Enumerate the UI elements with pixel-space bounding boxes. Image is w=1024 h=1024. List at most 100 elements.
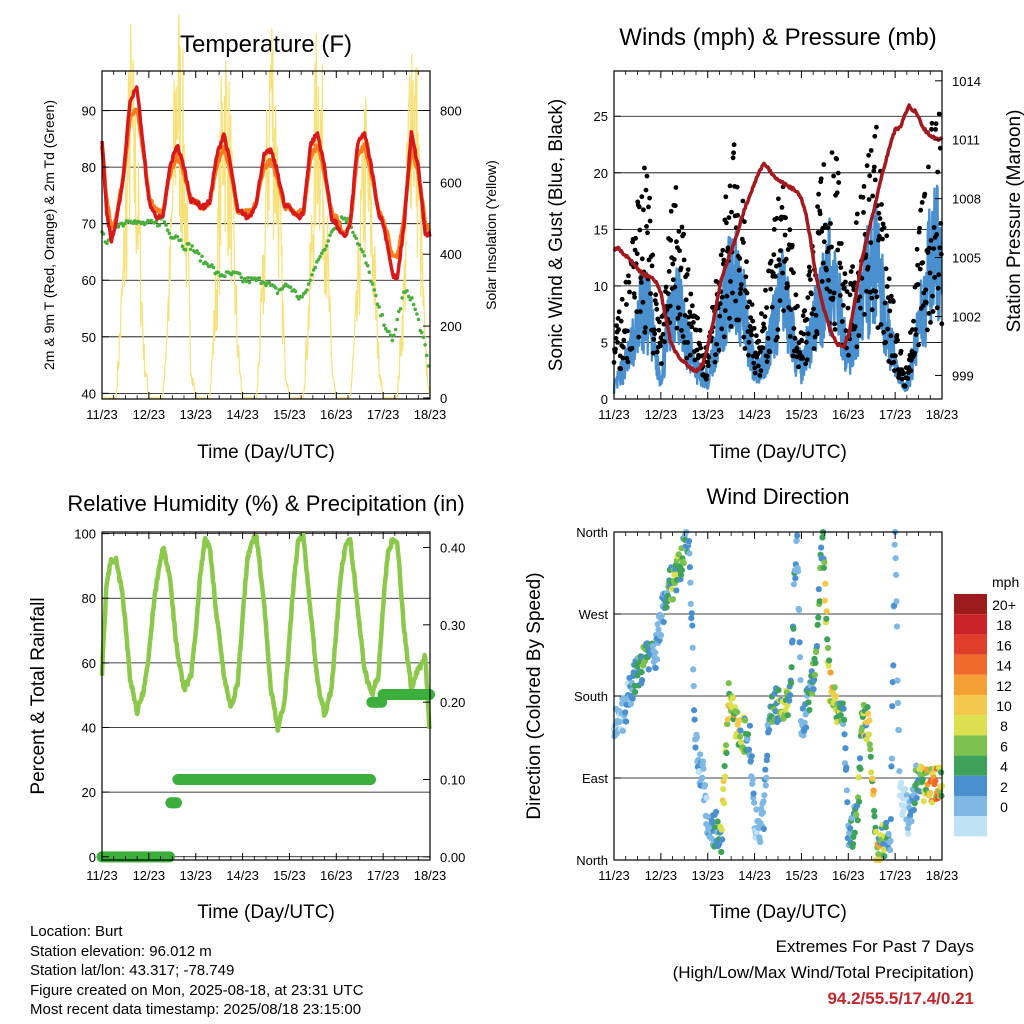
direction-point — [854, 817, 861, 824]
legend-swatch — [954, 594, 987, 615]
dewpoint-point — [247, 280, 252, 285]
gust-point — [829, 244, 834, 250]
gust-point — [726, 215, 732, 221]
gust-point — [758, 368, 764, 374]
direction-point — [894, 699, 902, 707]
dewpoint-point — [167, 231, 171, 236]
direction-point — [885, 830, 892, 838]
temperature-panel: Temperature (F) 11/23 12/23 13/23 14/23 15/2… — [41, 14, 499, 463]
dewpoint-point — [365, 263, 370, 268]
gust-point — [758, 349, 763, 355]
temperature-y-label: 2m & 9m T (Red, Orange) & 2m Td (Green) — [41, 100, 57, 370]
dewpoint-point — [374, 293, 378, 298]
gust-point — [751, 360, 757, 366]
gust-point — [705, 359, 711, 365]
gust-point — [804, 357, 810, 363]
gust-point — [785, 247, 791, 252]
direction-point — [632, 688, 639, 696]
gust-point — [651, 336, 657, 342]
gust-point — [697, 342, 702, 347]
legend-label: 12 — [996, 678, 1012, 694]
dewpoint-point — [316, 257, 321, 262]
direction-point — [872, 828, 880, 836]
gust-point — [861, 184, 867, 189]
direction-point — [880, 846, 888, 853]
gust-point — [691, 320, 696, 325]
direction-point — [721, 763, 728, 770]
direction-point — [831, 684, 838, 691]
gust-point — [638, 280, 644, 285]
gust-point — [831, 290, 837, 296]
gust-point — [627, 289, 632, 295]
direction-point — [721, 800, 728, 807]
gust-point — [653, 292, 659, 298]
legend-swatch — [954, 614, 987, 635]
dewpoint-point — [210, 263, 214, 267]
gust-point — [899, 376, 905, 382]
gust-point — [919, 200, 925, 205]
dewpoint-point — [369, 279, 373, 284]
gust-point — [747, 324, 753, 329]
rh-x-label: Time (Day/UTC) — [197, 902, 335, 923]
gust-point — [821, 239, 827, 245]
gust-point — [877, 216, 883, 221]
gust-point — [745, 304, 750, 310]
direction-point — [657, 631, 665, 639]
direction-point — [744, 731, 752, 738]
direction-point — [866, 717, 873, 724]
direction-point — [688, 615, 695, 622]
gust-point — [811, 306, 816, 312]
dewpoint-point — [377, 305, 382, 309]
gust-point — [934, 305, 940, 311]
gust-point — [794, 354, 799, 360]
dewpoint-point — [175, 235, 180, 239]
gust-point — [776, 257, 782, 263]
gust-point — [626, 273, 631, 279]
gust-point — [756, 338, 762, 344]
gust-point — [741, 240, 746, 245]
gust-point — [881, 329, 886, 335]
y-tick-label: 90 — [82, 104, 96, 119]
direction-point — [660, 618, 667, 626]
x-tick-label: 13/23 — [179, 868, 212, 883]
direction-point — [855, 774, 862, 781]
gust-point — [660, 331, 666, 337]
station-location: Location: Burt — [30, 923, 123, 940]
direction-point — [843, 787, 851, 794]
gust-point — [886, 276, 892, 282]
gust-point — [752, 370, 758, 376]
direction-point — [729, 694, 737, 702]
gust-point — [742, 346, 748, 351]
direction-point — [890, 662, 897, 669]
gust-point — [654, 349, 660, 355]
gust-point — [848, 269, 854, 274]
gust-point — [912, 350, 917, 356]
gust-point — [819, 279, 825, 284]
gust-point — [695, 315, 700, 321]
gust-point — [736, 317, 742, 323]
x-tick-label: 18/23 — [926, 407, 959, 422]
direction-point — [655, 626, 662, 633]
x-tick-label: 18/23 — [414, 407, 447, 422]
direction-point — [691, 716, 698, 723]
gust-point — [651, 327, 657, 333]
direction-point — [797, 677, 804, 684]
gust-point — [928, 320, 933, 325]
direction-point — [751, 799, 758, 806]
gust-point — [735, 212, 741, 218]
x-tick-label: 12/23 — [133, 407, 166, 422]
gust-point — [689, 303, 695, 309]
direction-point — [689, 622, 696, 629]
gust-point — [625, 328, 630, 334]
gust-point — [814, 331, 820, 337]
direction-point — [805, 699, 812, 706]
gust-point — [624, 302, 629, 307]
wind-direction-x-label: Time (Day/UTC) — [709, 902, 847, 923]
gust-point — [826, 277, 831, 283]
direction-point — [840, 705, 847, 712]
direction-point — [893, 623, 901, 630]
gust-point — [877, 233, 882, 239]
legend-label: 16 — [996, 637, 1012, 653]
legend-label: 2 — [1000, 779, 1008, 795]
gust-point — [683, 297, 689, 303]
